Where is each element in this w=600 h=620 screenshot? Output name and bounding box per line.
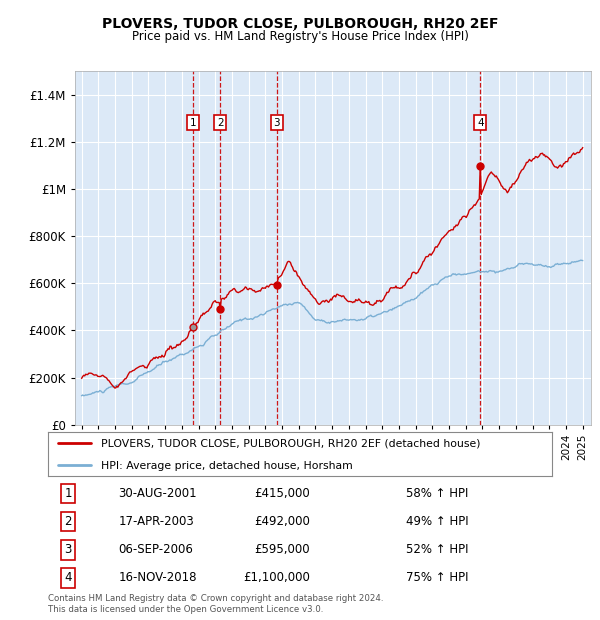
Text: HPI: Average price, detached house, Horsham: HPI: Average price, detached house, Hors… (101, 461, 353, 471)
Text: This data is licensed under the Open Government Licence v3.0.: This data is licensed under the Open Gov… (48, 605, 323, 614)
Text: 06-SEP-2006: 06-SEP-2006 (119, 543, 193, 556)
Text: 2: 2 (217, 118, 223, 128)
Text: £595,000: £595,000 (254, 543, 310, 556)
Text: 1: 1 (64, 487, 72, 500)
Text: £492,000: £492,000 (254, 515, 310, 528)
Text: £1,100,000: £1,100,000 (243, 572, 310, 585)
Text: 3: 3 (274, 118, 280, 128)
Text: PLOVERS, TUDOR CLOSE, PULBOROUGH, RH20 2EF (detached house): PLOVERS, TUDOR CLOSE, PULBOROUGH, RH20 2… (101, 438, 481, 449)
Text: PLOVERS, TUDOR CLOSE, PULBOROUGH, RH20 2EF: PLOVERS, TUDOR CLOSE, PULBOROUGH, RH20 2… (102, 17, 498, 32)
Text: 1: 1 (190, 118, 196, 128)
Text: 3: 3 (64, 543, 72, 556)
Text: 17-APR-2003: 17-APR-2003 (119, 515, 194, 528)
Text: 16-NOV-2018: 16-NOV-2018 (119, 572, 197, 585)
Text: Price paid vs. HM Land Registry's House Price Index (HPI): Price paid vs. HM Land Registry's House … (131, 30, 469, 43)
Text: 2: 2 (64, 515, 72, 528)
Text: 75% ↑ HPI: 75% ↑ HPI (406, 572, 469, 585)
Text: £415,000: £415,000 (254, 487, 310, 500)
Text: Contains HM Land Registry data © Crown copyright and database right 2024.: Contains HM Land Registry data © Crown c… (48, 595, 383, 603)
Text: 49% ↑ HPI: 49% ↑ HPI (406, 515, 469, 528)
Text: 4: 4 (64, 572, 72, 585)
Text: 52% ↑ HPI: 52% ↑ HPI (406, 543, 469, 556)
Text: 30-AUG-2001: 30-AUG-2001 (119, 487, 197, 500)
Text: 4: 4 (477, 118, 484, 128)
Text: 58% ↑ HPI: 58% ↑ HPI (406, 487, 468, 500)
